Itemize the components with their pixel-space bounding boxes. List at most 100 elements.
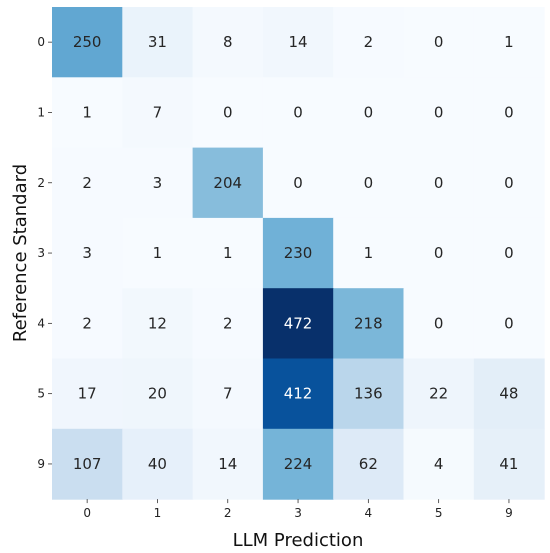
y-tick-label: 3	[37, 246, 45, 260]
cell-value-label: 2	[82, 174, 92, 192]
y-tick-label: 0	[37, 35, 45, 49]
heatmap-cell	[403, 147, 475, 219]
x-tick-label: 9	[505, 506, 513, 520]
cell-value-label: 0	[223, 103, 233, 121]
y-tick-label: 2	[37, 176, 45, 190]
cell-value-label: 0	[504, 103, 514, 121]
x-axis-ticks: 0 1 2 3 4 5 9	[83, 499, 513, 520]
cell-value-label: 62	[359, 455, 378, 473]
heatmap-cell	[333, 7, 405, 78]
cell-value-label: 0	[364, 174, 374, 192]
cell-value-label: 0	[293, 103, 303, 121]
cell-value-label: 472	[284, 314, 313, 332]
cell-value-label: 218	[354, 314, 383, 332]
heatmap-cell	[333, 217, 405, 289]
heatmap-cell	[262, 428, 334, 500]
heatmap-cell	[262, 7, 334, 78]
heatmap-cell	[403, 77, 475, 149]
heatmap-cell	[52, 217, 123, 289]
cell-value-label: 0	[504, 244, 514, 262]
cell-value-label: 40	[148, 455, 167, 473]
heatmap-cell	[333, 147, 405, 219]
heatmap-cell	[403, 358, 475, 430]
cell-value-label: 20	[148, 385, 167, 403]
heatmap-cell	[52, 358, 123, 430]
heatmap-cell	[262, 217, 334, 289]
heatmap-cell	[192, 77, 264, 149]
heatmap-cell	[52, 147, 123, 219]
cell-value-label: 17	[78, 385, 97, 403]
heatmap-cell	[403, 428, 475, 500]
heatmap-cell	[52, 77, 123, 149]
y-tick-label: 5	[37, 387, 45, 401]
x-tick-label: 4	[365, 506, 373, 520]
y-axis-ticks: 0 1 2 3 4 5 9	[37, 35, 52, 471]
heatmap-cell	[403, 7, 475, 78]
cell-value-label: 31	[148, 33, 167, 51]
heatmap-cell	[122, 147, 194, 219]
cell-value-label: 136	[354, 385, 383, 403]
heatmap-cell	[473, 147, 545, 219]
cell-value-label: 14	[289, 33, 308, 51]
cell-value-label: 0	[504, 314, 514, 332]
cell-value-label: 224	[284, 455, 313, 473]
cell-value-label: 0	[434, 103, 444, 121]
cell-value-label: 12	[148, 314, 167, 332]
cell-value-label: 0	[434, 314, 444, 332]
heatmap-cell	[403, 217, 475, 289]
heatmap-cell	[52, 7, 123, 78]
x-tick-label: 5	[435, 506, 443, 520]
heatmap-cell	[262, 77, 334, 149]
heatmap-cell	[52, 428, 123, 500]
heatmap-cell	[122, 77, 194, 149]
cell-value-label: 7	[153, 103, 163, 121]
y-axis-label: Reference Standard	[10, 164, 31, 342]
heatmap-cell	[122, 428, 194, 500]
heatmap-cell	[122, 217, 194, 289]
cell-value-label: 2	[364, 33, 374, 51]
cell-value-label: 41	[499, 455, 518, 473]
heatmap-cell	[192, 288, 264, 360]
heatmap-cell	[122, 358, 194, 430]
cell-value-label: 1	[223, 244, 233, 262]
cell-value-label: 14	[218, 455, 237, 473]
heatmap-cell	[473, 358, 545, 430]
heatmap-cell	[192, 358, 264, 430]
heatmap-cell	[333, 288, 405, 360]
heatmap-cell	[473, 217, 545, 289]
cell-value-label: 1	[504, 33, 514, 51]
heatmap-cell	[403, 288, 475, 360]
y-tick-label: 4	[37, 316, 45, 330]
heatmap-cell	[473, 77, 545, 149]
cell-value-label: 1	[82, 103, 92, 121]
cell-value-label: 22	[429, 385, 448, 403]
cell-value-label: 0	[364, 103, 374, 121]
heatmap-cell	[473, 7, 545, 78]
cell-value-label: 2	[223, 314, 233, 332]
cell-value-label: 4	[434, 455, 444, 473]
cell-value-label: 1	[364, 244, 374, 262]
heatmap-cell	[262, 288, 334, 360]
cell-value-label: 204	[213, 174, 242, 192]
heatmap-cell	[192, 217, 264, 289]
cell-value-label: 7	[223, 385, 233, 403]
heatmap-cell	[333, 77, 405, 149]
cell-value-label: 0	[293, 174, 303, 192]
x-tick-label: 3	[294, 506, 302, 520]
cell-value-label: 0	[434, 33, 444, 51]
cell-value-label: 8	[223, 33, 233, 51]
heatmap-cell	[122, 288, 194, 360]
heatmap-cell	[192, 147, 264, 219]
cell-value-label: 3	[153, 174, 163, 192]
cell-value-label: 1	[153, 244, 163, 262]
cell-value-label: 48	[499, 385, 518, 403]
heatmap-cells: 250 31 8 14 2 0 11 7 0 0 0 0 02 3 204 0 0 0 03 1 1 230 1 0 02 12 2…	[52, 7, 545, 500]
heatmap-cell	[52, 288, 123, 360]
heatmap-cell	[122, 7, 194, 78]
heatmap-cell	[192, 7, 264, 78]
cell-value-label: 0	[504, 174, 514, 192]
x-tick-label: 1	[154, 506, 162, 520]
heatmap-cell	[262, 147, 334, 219]
cell-value-label: 250	[73, 33, 102, 51]
